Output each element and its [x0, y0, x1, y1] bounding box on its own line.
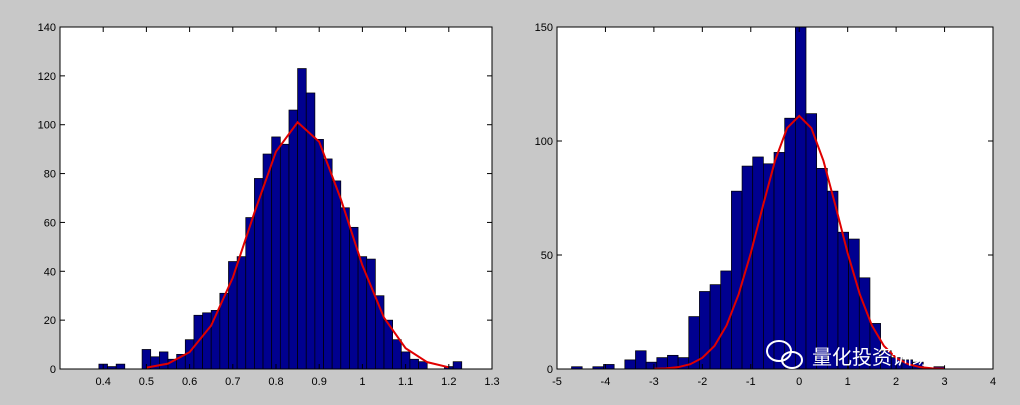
bar: [392, 339, 402, 369]
bar: [699, 291, 711, 369]
x-tick-label: 1.1: [398, 376, 413, 388]
y-tick-label: 50: [541, 250, 553, 262]
x-tick-label: 2: [893, 376, 899, 388]
y-tick-label: 0: [547, 364, 553, 376]
bar: [115, 363, 126, 369]
x-tick-label: 0.9: [312, 376, 327, 388]
watermark-text: 量化投资训练营: [812, 346, 952, 369]
bar: [409, 358, 419, 369]
x-tick-label: 1: [359, 376, 365, 388]
y-tick-label: 140: [38, 22, 56, 34]
x-tick-label: -1: [746, 376, 756, 388]
axes: 0.4 0.5 0.6 0.7 0.8 0.9 1 1.1 1.2 1.3 0 20 40 60 80 100…: [38, 22, 500, 388]
x-tick-label: 3: [941, 376, 947, 388]
y-tick-label: 20: [44, 315, 56, 327]
bar: [366, 258, 376, 369]
bar: [656, 357, 668, 369]
x-tick-label: 0.6: [182, 376, 197, 388]
x-tick-label: -5: [552, 376, 562, 388]
bar: [731, 190, 743, 369]
y-tick-label: 80: [44, 169, 56, 181]
y-tick-label: 60: [44, 217, 56, 229]
x-tick-label: -4: [601, 376, 611, 388]
bar: [452, 361, 463, 369]
bar: [571, 366, 583, 369]
bar: [340, 207, 350, 369]
bar: [331, 180, 342, 369]
y-tick-label: 100: [535, 136, 553, 148]
y-tick-label: 0: [50, 364, 56, 376]
axes: -5 -4 -3 -2 -1 0 1 2 3 4 0 50 100 150: [535, 22, 996, 388]
y-tick-label: 100: [38, 120, 56, 132]
bar: [288, 109, 298, 369]
x-tick-label: 0.5: [139, 376, 154, 388]
bar: [805, 113, 818, 369]
axes-frame: [556, 26, 994, 370]
bar: [752, 156, 764, 369]
y-tick-label: 40: [44, 266, 56, 278]
bar: [709, 284, 722, 369]
bar: [816, 168, 828, 369]
bar: [720, 270, 732, 369]
bar: [624, 359, 636, 369]
bar: [418, 361, 428, 369]
x-tick-label: 4: [990, 376, 996, 388]
bar: [236, 256, 247, 369]
bar: [635, 350, 647, 369]
x-tick-label: 1: [845, 376, 851, 388]
bar: [773, 152, 786, 369]
bar: [826, 190, 839, 369]
bar: [159, 351, 169, 369]
x-tick-label: 0: [796, 376, 802, 388]
fit-curve: [146, 120, 450, 369]
bar: [271, 136, 281, 369]
fit-curve: [653, 114, 945, 369]
bar: [314, 139, 324, 369]
bar: [323, 158, 333, 369]
x-tick-label: 0.4: [96, 376, 111, 388]
bar: [784, 117, 796, 369]
y-tick-label: 120: [38, 71, 56, 83]
x-tick-label: 1.2: [441, 376, 456, 388]
y-tick-label: 150: [535, 22, 553, 34]
x-tick-label: 0.7: [225, 376, 240, 388]
x-tick-label: 1.3: [484, 376, 499, 388]
bar: [279, 143, 290, 369]
plot: [98, 68, 463, 369]
plot: [571, 27, 945, 369]
bar: [245, 217, 255, 369]
x-tick-label: -3: [649, 376, 659, 388]
x-tick-label: 0.8: [268, 376, 283, 388]
bar: [603, 364, 615, 369]
bar: [202, 312, 212, 369]
bar: [210, 310, 221, 369]
watermark: 量化投资训练营: [766, 340, 952, 369]
bar: [297, 68, 307, 369]
x-tick-label: -2: [697, 376, 707, 388]
bar: [794, 27, 807, 369]
